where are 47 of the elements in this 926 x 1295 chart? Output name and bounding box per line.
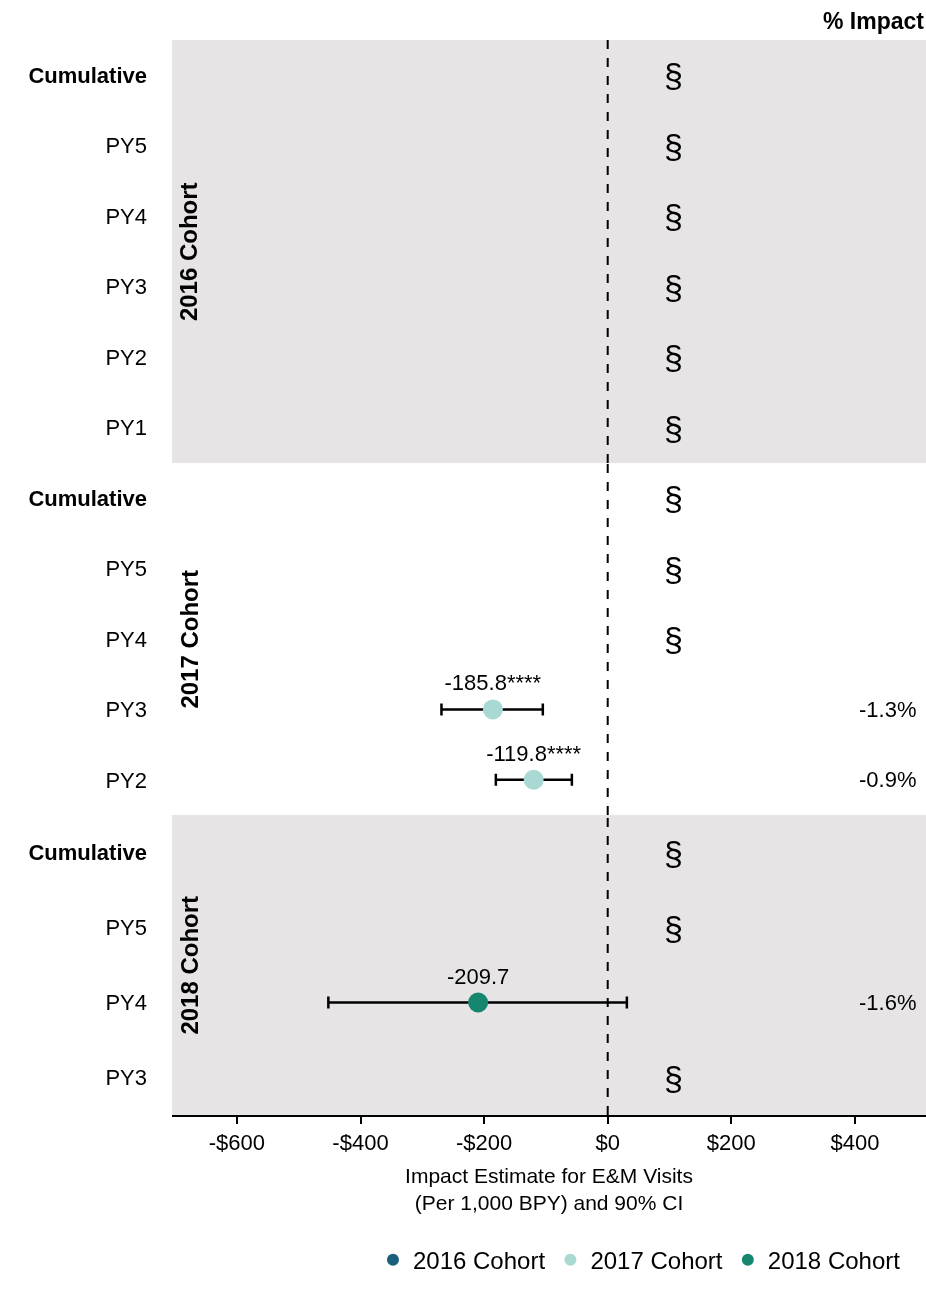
annotation: § [664, 1059, 683, 1097]
legend-label: 2017 Cohort [590, 1247, 723, 1275]
annotation: § [664, 127, 683, 165]
annotation: § [664, 197, 683, 235]
y-tick-label: Cumulative [28, 840, 147, 866]
y-tick-label: PY5 [105, 556, 147, 582]
y-tick-label: PY4 [105, 626, 147, 652]
annotation: § [664, 338, 683, 376]
x-tick-label: -$400 [332, 1130, 389, 1156]
x-tick-label: $400 [830, 1130, 880, 1156]
legend-label: 2018 Cohort [767, 1247, 901, 1275]
y-axis-title: 2018 Cohort [175, 895, 203, 1035]
annotation: § [664, 56, 683, 94]
y-tick-label: PY3 [105, 1065, 147, 1091]
x-tick-label: -$600 [208, 1130, 266, 1156]
x-tick-label: $0 [595, 1130, 620, 1156]
annotation: § [664, 550, 683, 588]
y-tick-label: PY5 [105, 133, 147, 159]
annotation: -1.3% [859, 697, 917, 722]
y-tick-label: PY2 [105, 767, 147, 793]
x-tick-label: $200 [706, 1130, 756, 1156]
data-label: -119.8**** [486, 740, 582, 766]
y-tick-label: Cumulative [28, 485, 147, 511]
annotation: § [664, 409, 683, 447]
y-tick-label: PY4 [105, 990, 147, 1016]
text: % Impact [823, 8, 925, 34]
annotation: § [664, 268, 683, 306]
y-tick-label: PY2 [105, 344, 147, 370]
data-label: -185.8**** [444, 670, 542, 696]
y-tick-label: PY5 [105, 915, 147, 941]
legend-label: 2016 Cohort [412, 1247, 546, 1275]
x-axis-title: Impact Estimate for E&M Visits (Per 1,000 BPY) and 90% CI [405, 1164, 693, 1215]
annotation: -0.9% [859, 767, 917, 792]
data-label: -209.7 [446, 963, 510, 989]
y-axis-title: 2016 Cohort [175, 182, 203, 322]
annotation: § [664, 834, 683, 872]
annotation: -1.6% [859, 990, 917, 1015]
annotation: § [664, 479, 683, 517]
y-tick-label: PY4 [105, 203, 147, 229]
annotation: § [664, 620, 683, 658]
y-tick-label: Cumulative [28, 62, 147, 88]
y-axis-title: 2017 Cohort [175, 569, 203, 709]
y-tick-label: PY3 [105, 697, 147, 723]
y-tick-label: PY3 [105, 274, 147, 300]
annotation: § [664, 909, 683, 947]
x-tick-label: -$200 [455, 1130, 513, 1156]
y-tick-label: PY1 [105, 415, 147, 441]
